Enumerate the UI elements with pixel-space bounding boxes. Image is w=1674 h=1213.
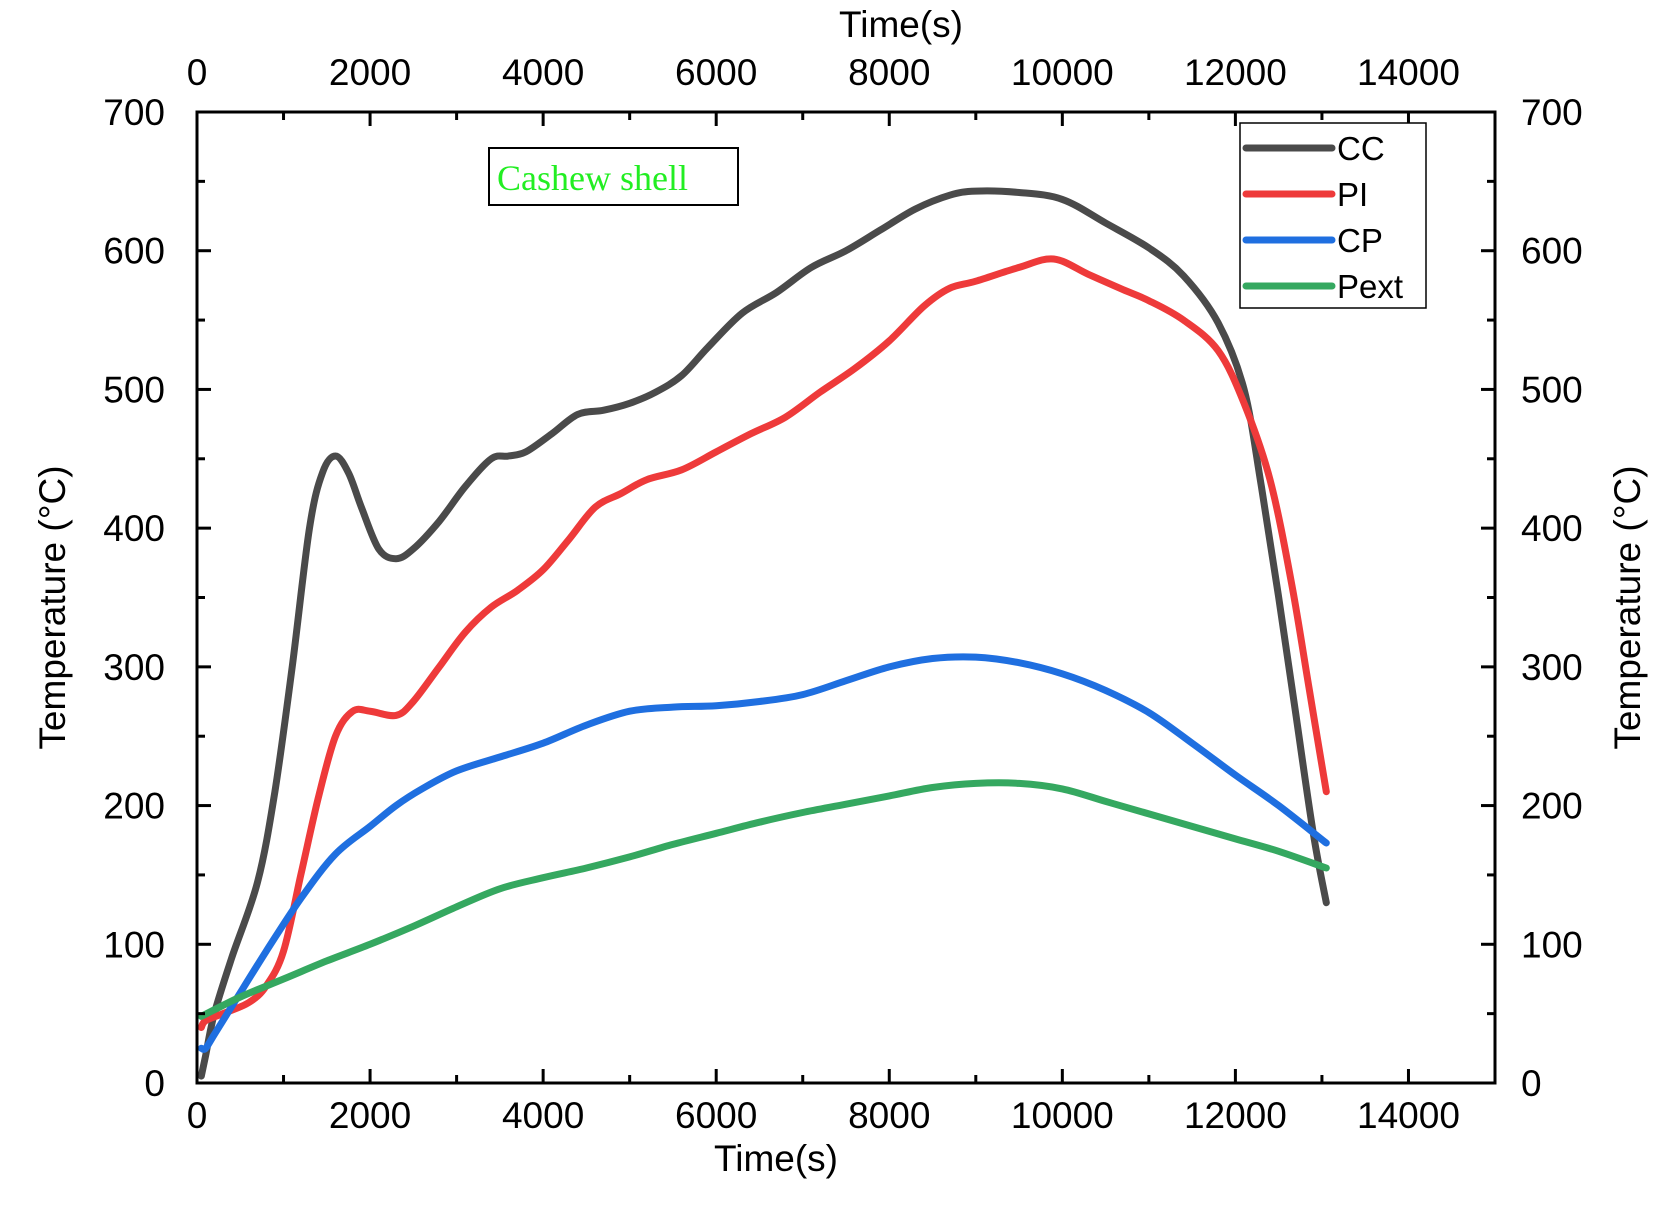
x-tick-label: 4000 [502,1095,584,1136]
legend-frame [1239,122,1427,309]
y-right-tick-label: 500 [1521,369,1583,410]
y-tick-label: 200 [103,786,165,827]
y-right-tick-label: 200 [1521,786,1583,827]
x-top-tick-label: 6000 [675,52,757,93]
annotation-frame [488,147,739,206]
y-tick-label: 100 [103,924,165,965]
series-line-pi [197,255,1330,1031]
x-top-tick-label: 14000 [1357,52,1460,93]
x-axis-title: Time(s) [714,1138,838,1179]
series-line-pext [197,779,1330,1020]
x-top-tick-label: 12000 [1184,52,1287,93]
y-right-tick-label: 700 [1521,92,1583,133]
x-axis-top-title: Time(s) [839,4,963,45]
y-axis-right-title: Temperature (°C) [1607,465,1648,749]
legend-label-cp: CP [1337,222,1383,259]
series-line-cp [197,653,1330,1053]
x-top-tick-label: 8000 [848,52,930,93]
y-right-tick-label: 600 [1521,231,1583,272]
x-tick-label: 8000 [848,1095,930,1136]
y-tick-label: 300 [103,647,165,688]
x-tick-label: 2000 [329,1095,411,1136]
axes-layer: 0020002000400040006000600080008000100001… [103,52,1582,1136]
x-top-tick-label: 10000 [1011,52,1114,93]
x-top-tick-label: 4000 [502,52,584,93]
y-axis-title: Temperature (°C) [32,465,73,749]
legend-label-pext: Pext [1337,268,1403,305]
bottom-x-axis-title: Time(s) [714,1138,838,1179]
annotation-text: Cashew shell [497,158,688,198]
legend-label-pi: PI [1337,176,1368,213]
series-layer [197,187,1330,1080]
x-top-tick-label: 0 [187,52,208,93]
y-tick-label: 600 [103,231,165,272]
x-tick-label: 6000 [675,1095,757,1136]
x-tick-label: 0 [187,1095,208,1136]
y-tick-label: 700 [103,92,165,133]
legend-label-cc: CC [1337,130,1385,167]
x-top-tick-label: 2000 [329,52,411,93]
annotation-box: Cashew shell [488,147,739,206]
x-tick-label: 14000 [1357,1095,1460,1136]
y-right-tick-label: 300 [1521,647,1583,688]
y-right-tick-label: 100 [1521,924,1583,965]
y-right-tick-label: 400 [1521,508,1583,549]
series-line-cc [197,187,1330,1080]
y-right-tick-label: 0 [1521,1063,1542,1104]
top-x-axis-title: Time(s) [839,4,963,45]
y-tick-label: 400 [103,508,165,549]
y-tick-label: 0 [144,1063,165,1104]
y-tick-label: 500 [103,369,165,410]
x-tick-label: 10000 [1011,1095,1114,1136]
legend: CC PI CP Pext [1239,122,1427,309]
x-tick-label: 12000 [1184,1095,1287,1136]
